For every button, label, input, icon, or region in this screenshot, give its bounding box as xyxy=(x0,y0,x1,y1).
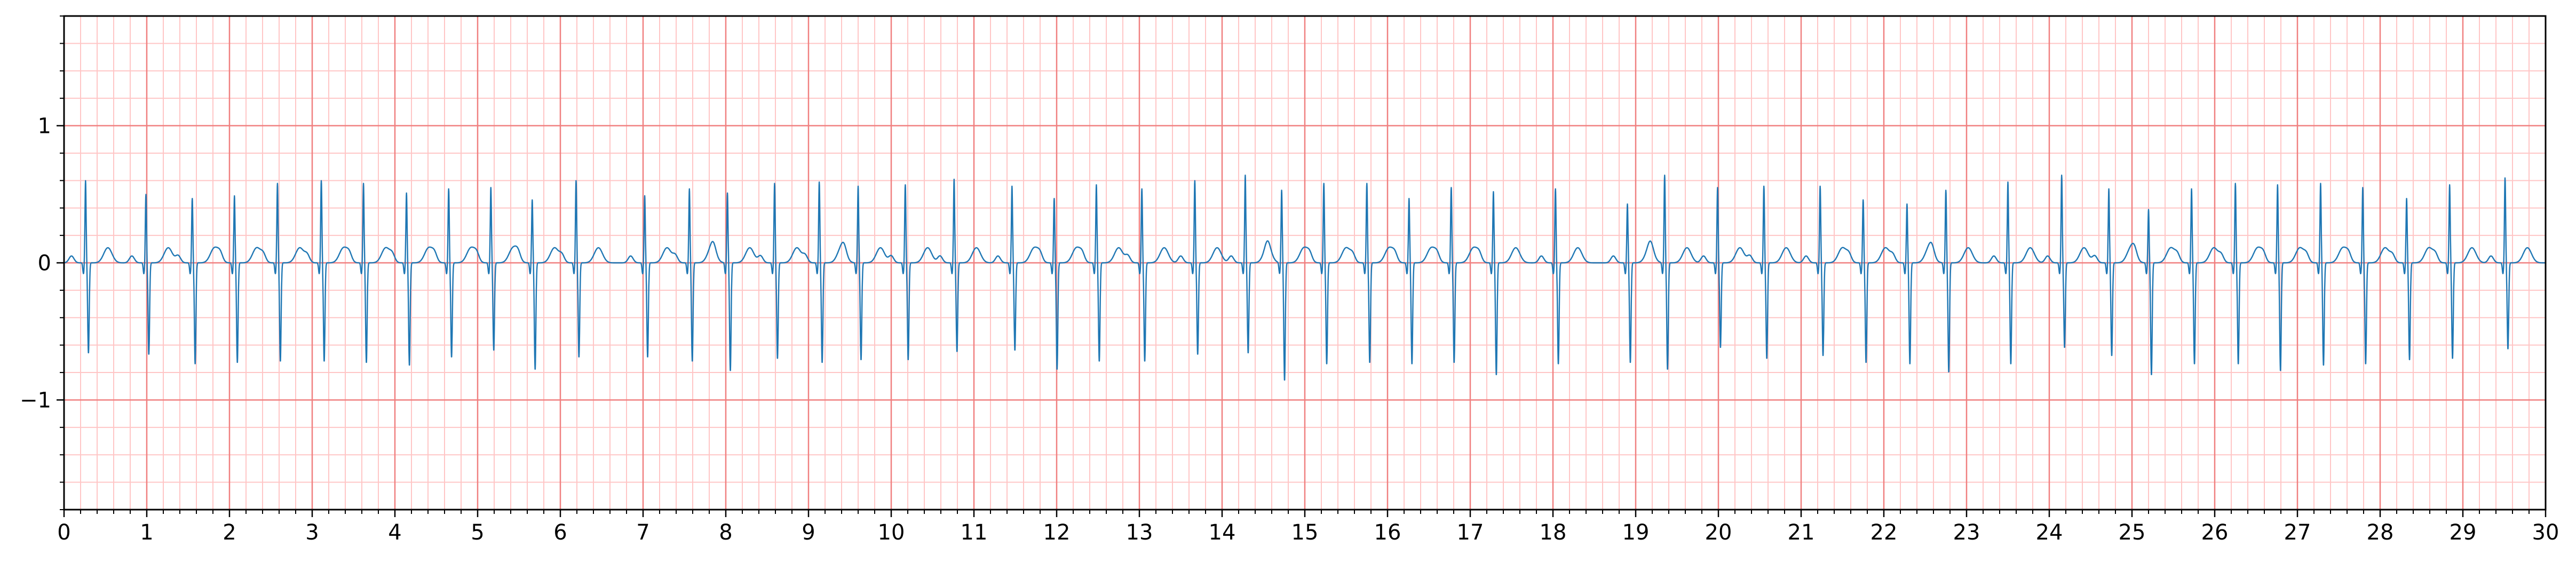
x-tick-label: 1 xyxy=(140,520,153,545)
x-tick-label: 29 xyxy=(2450,520,2477,545)
x-tick-label: 6 xyxy=(553,520,567,545)
x-tick-label: 20 xyxy=(1705,520,1732,545)
x-tick-label: 22 xyxy=(1870,520,1898,545)
x-tick-label: 18 xyxy=(1540,520,1567,545)
x-tick-label: 11 xyxy=(961,520,988,545)
x-tick-label: 23 xyxy=(1953,520,1980,545)
x-axis: 0 1 2 3 4 5 6 7 8 9 10 11 12 13 14 15 16 17 18 19 20 21 22 23 24… xyxy=(57,510,2559,545)
y-tick-label: 0 xyxy=(38,251,51,276)
x-tick-label: 16 xyxy=(1374,520,1401,545)
x-tick-label: 25 xyxy=(2119,520,2146,545)
x-tick-label: 15 xyxy=(1291,520,1319,545)
x-tick-label: 17 xyxy=(1457,520,1484,545)
x-tick-label: 24 xyxy=(2036,520,2063,545)
y-tick-label: 1 xyxy=(38,114,51,139)
ecg-signal-line xyxy=(64,175,2546,381)
x-tick-label: 8 xyxy=(719,520,732,545)
x-tick-label: 10 xyxy=(878,520,905,545)
y-tick-label: −1 xyxy=(20,388,51,413)
x-tick-label: 0 xyxy=(57,520,70,545)
x-tick-label: 5 xyxy=(471,520,484,545)
x-tick-label: 13 xyxy=(1126,520,1153,545)
x-tick-label: 9 xyxy=(802,520,815,545)
x-tick-label: 27 xyxy=(2284,520,2311,545)
x-tick-label: 21 xyxy=(1788,520,1815,545)
x-tick-label: 14 xyxy=(1209,520,1236,545)
x-tick-label: 30 xyxy=(2532,520,2559,545)
x-tick-label: 4 xyxy=(388,520,401,545)
x-tick-label: 2 xyxy=(223,520,236,545)
series-layer xyxy=(64,175,2546,381)
x-tick-label: 7 xyxy=(636,520,649,545)
x-tick-label: 3 xyxy=(305,520,319,545)
x-tick-label: 12 xyxy=(1043,520,1071,545)
x-tick-label: 19 xyxy=(1622,520,1650,545)
x-tick-label: 26 xyxy=(2201,520,2229,545)
y-axis: 1 0 −1 xyxy=(20,15,64,510)
x-tick-label: 28 xyxy=(2367,520,2394,545)
